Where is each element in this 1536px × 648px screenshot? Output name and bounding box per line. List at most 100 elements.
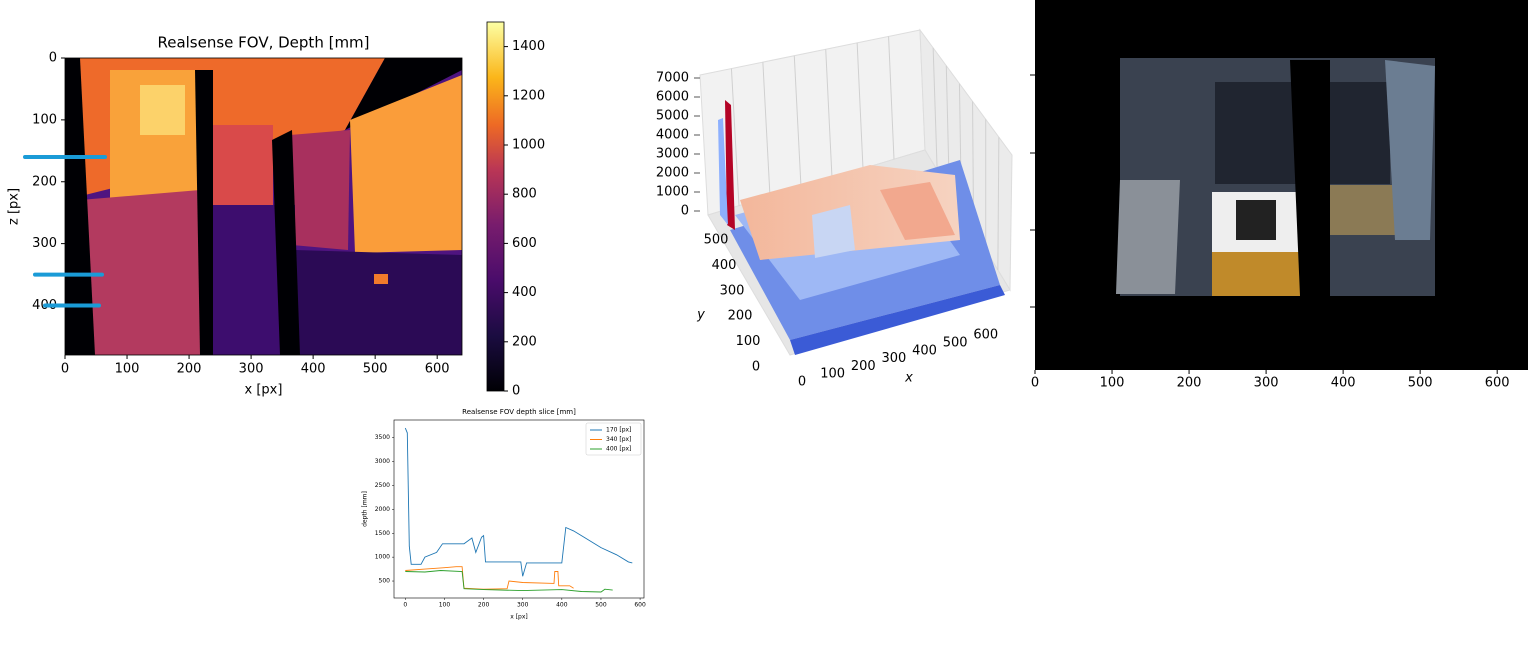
pane-grid (762, 62, 771, 197)
image-region (290, 130, 350, 250)
z-tick-label: 3000 (656, 147, 689, 162)
chart-title: Realsense FOV depth slice [mm] (462, 408, 576, 416)
x-tick-label: 100 (820, 367, 845, 382)
z-tick-label: 6000 (656, 90, 689, 105)
surface-patch (718, 118, 728, 225)
x-axis-label: x [px] (510, 614, 528, 621)
colorbar-tick-label: 400 (512, 285, 537, 300)
x-tick-label: 600 (425, 362, 450, 377)
x-axis-label: x (904, 371, 913, 386)
y-tick-label: 0 (49, 51, 57, 66)
pane-grid (932, 47, 938, 171)
y-tick-label: 3000 (375, 458, 390, 465)
surface-patch (812, 205, 855, 258)
data-line (405, 566, 574, 590)
depth-image (65, 58, 462, 355)
image-region (1236, 200, 1276, 240)
z-tick-label: 2000 (656, 166, 689, 181)
y-tick-label: 1000 (375, 554, 390, 561)
colorbar (486, 21, 505, 392)
x-axis-label: x [px] (245, 383, 283, 398)
z-tick-label: 1000 (656, 185, 689, 200)
image-region (374, 274, 388, 284)
x-tick-label: 400 (556, 602, 568, 609)
image-region (350, 75, 462, 253)
x-tick-label: 600 (634, 602, 646, 609)
x-tick-label: 400 (912, 343, 937, 358)
y-tick-label: 2000 (375, 506, 390, 513)
legend-label: 340 [px] (606, 436, 631, 443)
y-tick-label: 2500 (375, 482, 390, 489)
legend-label: 400 [px] (606, 446, 631, 453)
colorbar-tick-label: 0 (512, 384, 520, 399)
x-tick-label: 400 (301, 362, 326, 377)
x-tick-label: 100 (1100, 376, 1125, 391)
y-tick-label: 500 (379, 578, 391, 585)
image-region (195, 70, 213, 355)
pane-grid (793, 55, 802, 188)
pane-grid (888, 36, 895, 160)
colorbar-tick-label: 800 (512, 187, 537, 202)
x-tick-label: 200 (177, 362, 202, 377)
y-axis-label: y (696, 308, 705, 323)
colorbar-tick-label: 600 (512, 236, 537, 251)
z-tick-label: 5000 (656, 109, 689, 124)
image-region (1330, 185, 1400, 235)
colorbar-tick-label: 1400 (512, 39, 545, 54)
y-tick-label: 3500 (375, 434, 390, 441)
chart-title: Realsense FOV, Depth [mm] (157, 34, 369, 52)
image-region (272, 130, 300, 355)
x-tick-label: 300 (881, 351, 906, 366)
y-tick-label: 300 (32, 236, 57, 251)
image-region (1290, 60, 1330, 296)
pane-grid (997, 137, 1000, 271)
x-tick-label: 300 (1254, 376, 1279, 391)
x-tick-label: 0 (61, 362, 69, 377)
y-tick-label: 200 (32, 174, 57, 189)
image-region (140, 85, 185, 135)
colorbar-tick-label: 1000 (512, 138, 545, 153)
z-tick-label: 7000 (656, 71, 689, 86)
x-tick-label: 0 (1031, 376, 1039, 391)
y-tick-label: 100 (32, 112, 57, 127)
x-tick-label: 100 (439, 602, 451, 609)
x-tick-label: 500 (943, 335, 968, 350)
image-region (1212, 252, 1312, 296)
data-line (404, 427, 633, 577)
image-region (65, 58, 95, 355)
y-axis-label: depth [mm] (362, 491, 369, 527)
image-region (213, 125, 273, 205)
x-tick-label: 200 (851, 359, 876, 374)
x-tick-label: 500 (595, 602, 607, 609)
y-tick-label: 200 (728, 309, 753, 324)
data-line (405, 570, 613, 593)
y-tick-label: 1500 (375, 530, 390, 537)
x-tick-label: 200 (478, 602, 490, 609)
surface-patch (790, 285, 1005, 355)
x-tick-label: 300 (239, 362, 264, 377)
x-tick-label: 100 (115, 362, 140, 377)
surface-patch (880, 182, 955, 240)
x-tick-label: 500 (363, 362, 388, 377)
y-tick-label: 0 (752, 360, 760, 375)
x-tick-label: 600 (1485, 376, 1510, 391)
legend-label: 170 [px] (606, 427, 631, 434)
pane-grid (856, 42, 864, 169)
image-region (1385, 60, 1435, 240)
y-tick-label: 100 (736, 334, 761, 349)
surface-patch (725, 100, 735, 230)
x-tick-label: 400 (1331, 376, 1356, 391)
x-tick-label: 500 (1408, 376, 1433, 391)
image-region (70, 190, 205, 355)
axes-frame (64, 57, 463, 356)
y-tick-label: 500 (704, 233, 729, 248)
x-tick-label: 600 (973, 328, 998, 343)
y-tick-label: 400 (712, 258, 737, 273)
y-tick-label: 300 (720, 283, 745, 298)
x-tick-label: 300 (517, 602, 529, 609)
y-axis-label: z [px] (7, 188, 22, 225)
x-tick-label: 200 (1177, 376, 1202, 391)
image-region (295, 250, 462, 355)
image-region (1116, 180, 1180, 294)
